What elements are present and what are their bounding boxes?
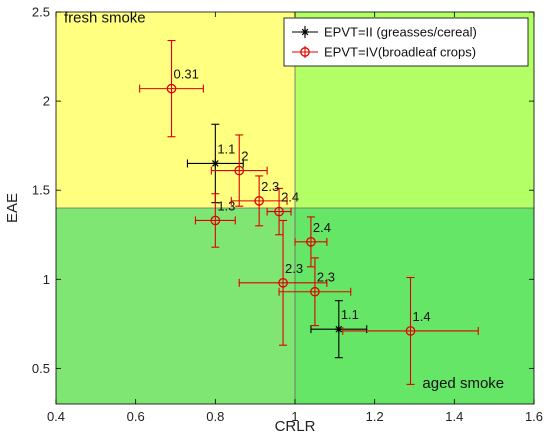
point-label: 2.3 — [317, 270, 335, 285]
legend-entry: EPVT=II (greasses/cereal) — [292, 25, 477, 40]
data-marker — [234, 165, 245, 176]
data-marker — [166, 83, 177, 94]
y-tick-label: 0.5 — [32, 361, 50, 376]
data-marker — [211, 159, 220, 168]
x-tick-label: 0.8 — [206, 409, 224, 424]
x-tick-label: 1 — [291, 409, 298, 424]
y-axis-label: EAE — [4, 193, 21, 223]
region-annotations: fresh smoke aged smoke — [64, 10, 504, 392]
point-label: 2.3 — [261, 179, 279, 194]
point-label: 2.4 — [313, 220, 331, 235]
x-tick-label: 1.2 — [366, 409, 384, 424]
legend-label: EPVT=II (greasses/cereal) — [324, 25, 477, 40]
series-layer — [139, 39, 479, 385]
y-tick-label: 2 — [43, 94, 50, 109]
point-label: 2 — [241, 149, 248, 164]
data-point — [266, 187, 292, 236]
threshold-lines — [56, 12, 534, 404]
data-point — [186, 123, 244, 204]
y-tick-label: 1 — [43, 272, 50, 287]
data-point — [210, 134, 268, 207]
x-axis-label: CRLR — [275, 418, 316, 435]
legend-box — [283, 17, 529, 67]
point-label: 0.31 — [174, 67, 199, 82]
point-label: 2.3 — [285, 261, 303, 276]
region-lower-left — [56, 208, 295, 404]
series-2 — [139, 39, 479, 385]
y-axis: 0.5 1 1.5 2 2.5 — [32, 5, 534, 376]
point-label: 1.3 — [217, 198, 235, 213]
data-marker — [210, 215, 221, 226]
data-point — [230, 175, 288, 227]
point-label: 1.1 — [217, 141, 235, 156]
y-tick-label: 2.5 — [32, 5, 50, 20]
point-label: 1.1 — [341, 307, 359, 322]
legend: EPVT=II (greasses/cereal) EPVT=IV(broadle… — [283, 17, 529, 67]
point-label: 1.4 — [413, 309, 431, 324]
data-marker — [405, 326, 416, 336]
data-marker — [254, 196, 264, 206]
data-marker — [278, 277, 288, 288]
series-1 — [186, 123, 368, 359]
region-aged-smoke — [295, 208, 534, 404]
data-point — [310, 300, 368, 359]
data-point — [238, 219, 328, 346]
data-point — [342, 276, 479, 385]
point-label: 2.4 — [281, 190, 299, 205]
x-tick-label: 1.4 — [445, 409, 463, 424]
x-tick-label: 0.6 — [127, 409, 145, 424]
aged-smoke-label: aged smoke — [422, 375, 504, 392]
data-marker — [306, 237, 316, 247]
x-axis: 0.4 0.6 0.8 1 1.2 1.4 1.6 — [47, 12, 543, 424]
legend-swatch-marker — [301, 28, 309, 36]
legend-swatch-marker — [300, 47, 310, 57]
region-fresh-smoke — [56, 12, 295, 208]
data-marker — [274, 206, 284, 217]
data-point — [278, 257, 352, 327]
x-tick-label: 1.6 — [525, 409, 543, 424]
legend-entry: EPVT=IV(broadleaf crops) — [292, 45, 476, 60]
data-point — [294, 216, 328, 268]
legend-label: EPVT=IV(broadleaf crops) — [324, 45, 476, 60]
fresh-smoke-label: fresh smoke — [64, 10, 146, 27]
data-marker — [334, 325, 343, 334]
y-tick-label: 1.5 — [32, 183, 50, 198]
data-marker — [310, 286, 320, 297]
data-point — [194, 193, 236, 248]
x-tick-label: 0.4 — [47, 409, 65, 424]
data-point — [139, 39, 204, 138]
